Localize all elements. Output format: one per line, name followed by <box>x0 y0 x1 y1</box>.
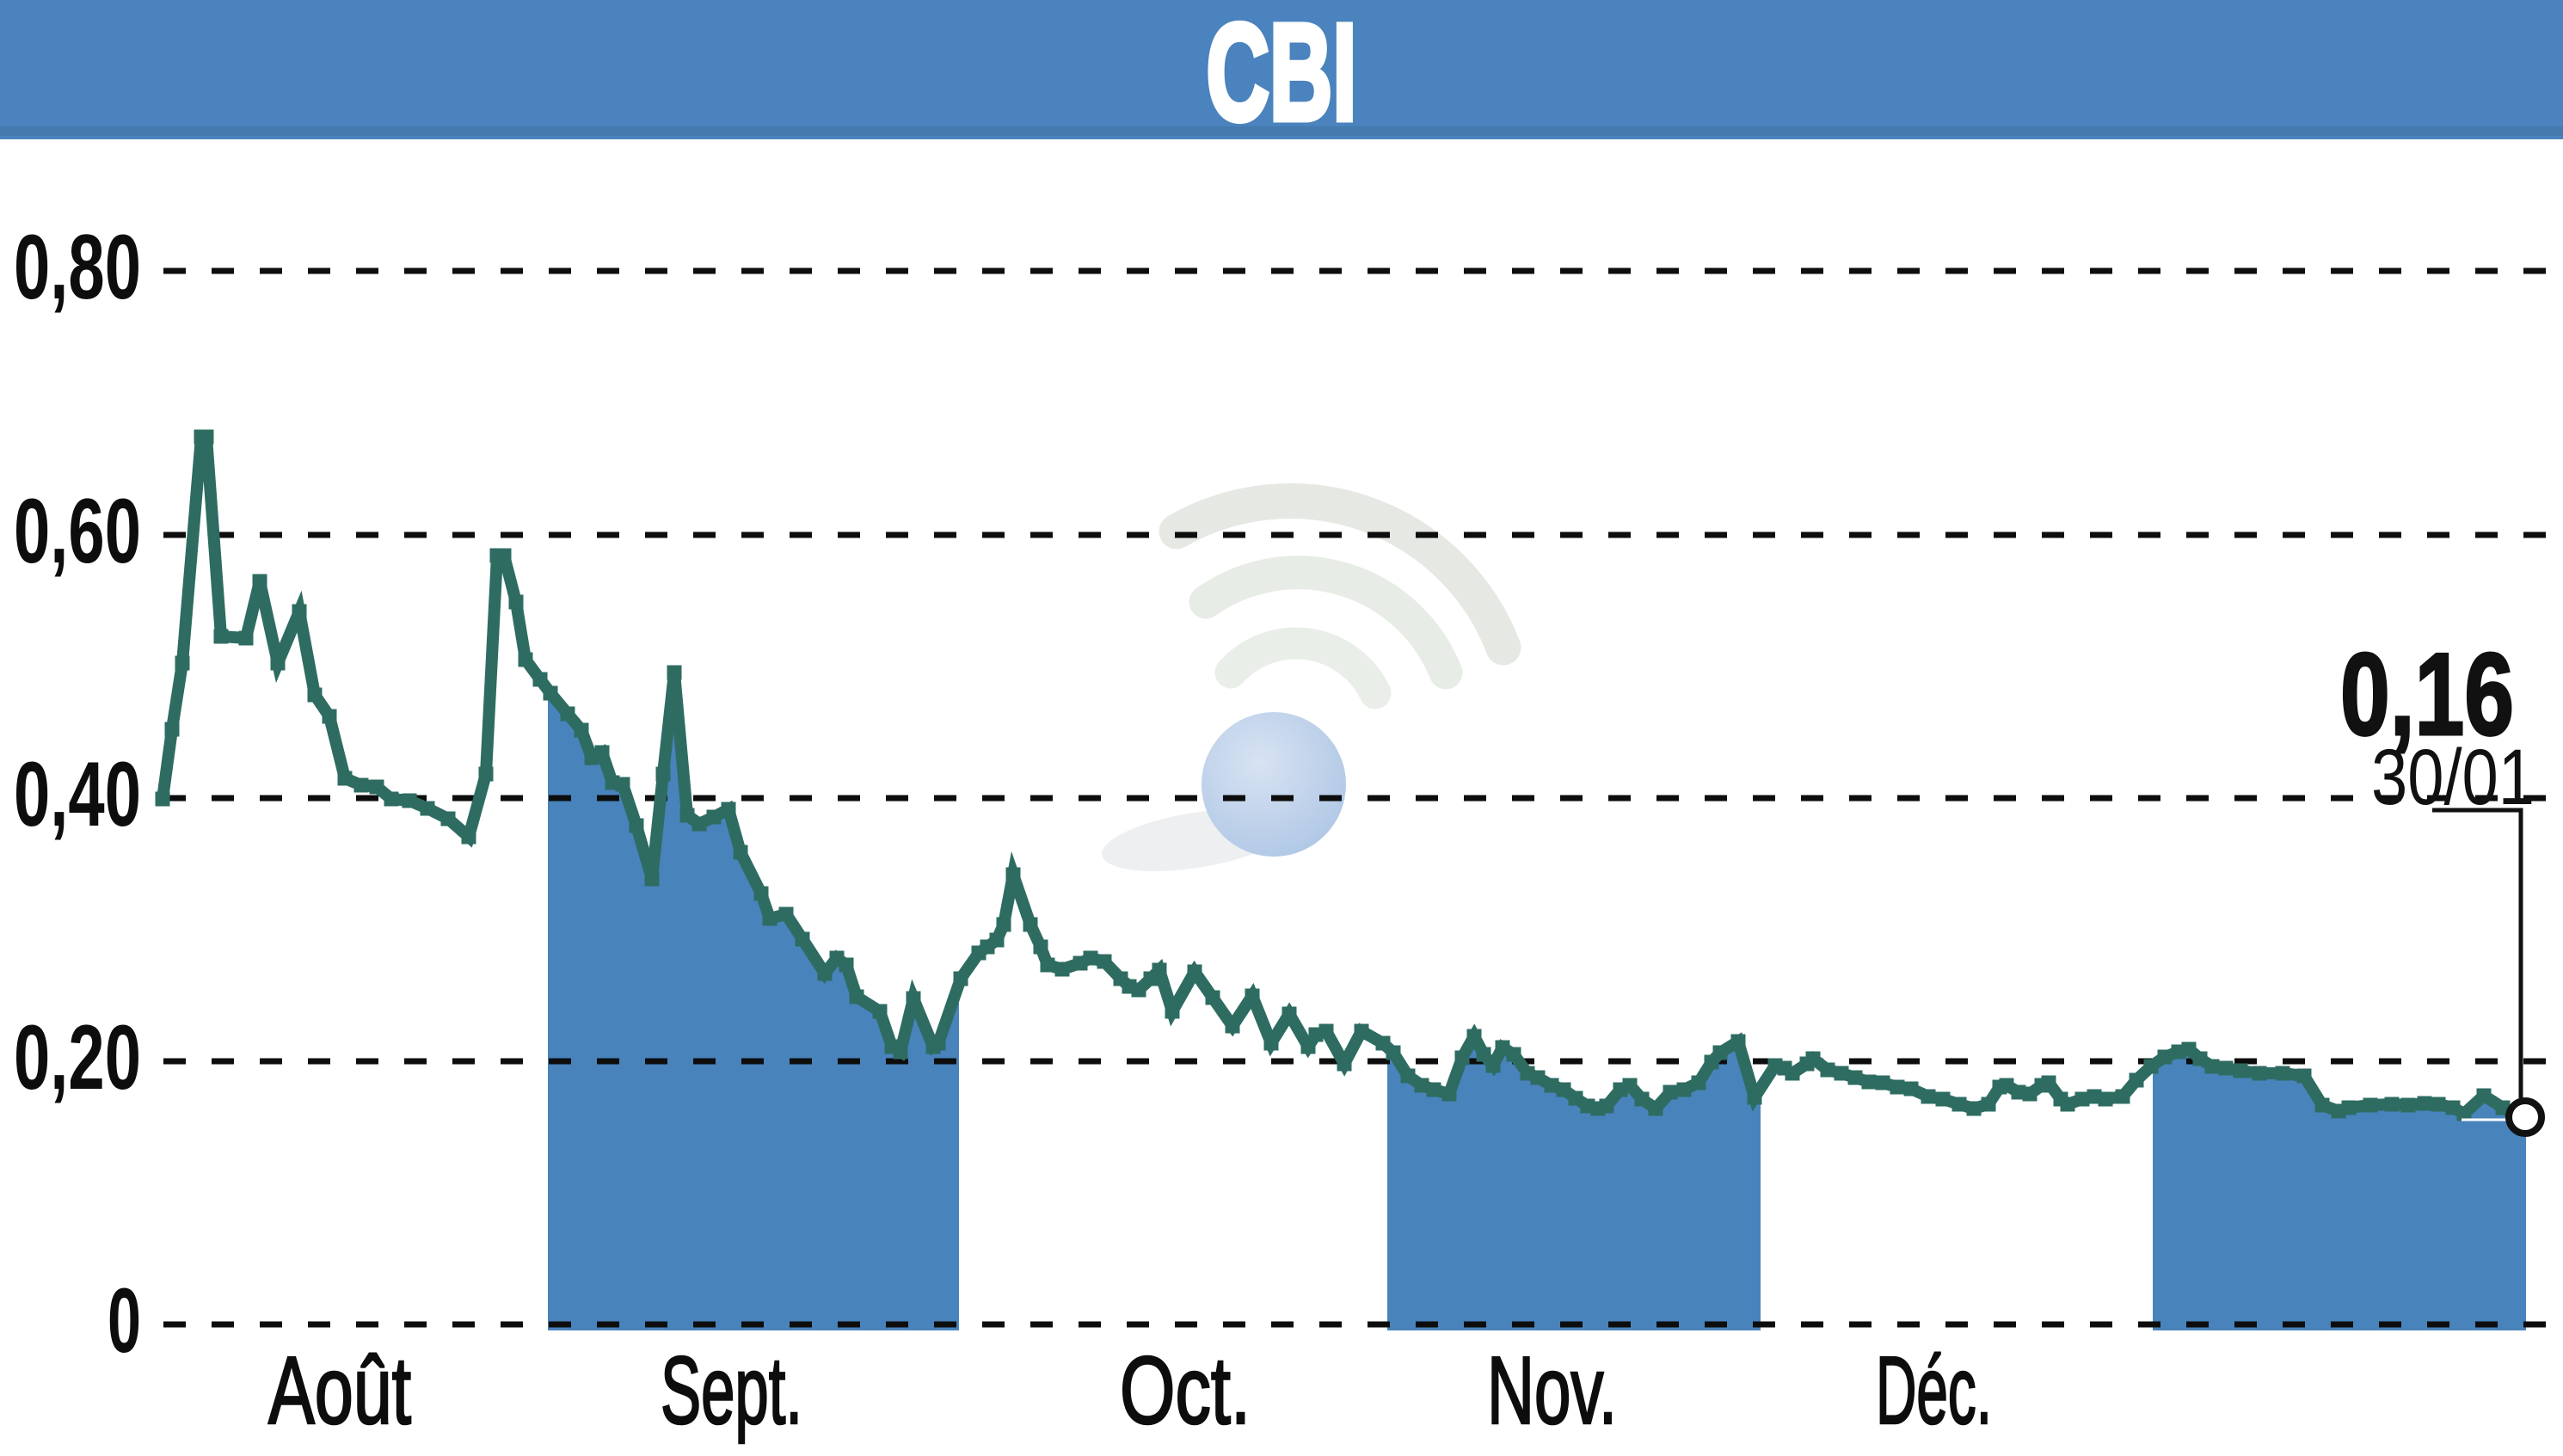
svg-text:Déc.: Déc. <box>1876 1337 1992 1444</box>
svg-text:Sept.: Sept. <box>661 1337 802 1444</box>
svg-text:CBI: CBI <box>1207 0 1357 149</box>
svg-text:0,80: 0,80 <box>14 215 141 318</box>
svg-text:0,16: 0,16 <box>2340 629 2514 759</box>
svg-text:Nov.: Nov. <box>1487 1337 1617 1444</box>
svg-text:0,40: 0,40 <box>14 742 141 845</box>
svg-text:Août: Août <box>268 1337 411 1444</box>
svg-text:0: 0 <box>108 1269 141 1372</box>
svg-text:0,60: 0,60 <box>14 479 141 582</box>
svg-text:0,20: 0,20 <box>14 1005 141 1109</box>
svg-text:30/01: 30/01 <box>2371 734 2535 821</box>
svg-text:Oct.: Oct. <box>1120 1337 1251 1444</box>
